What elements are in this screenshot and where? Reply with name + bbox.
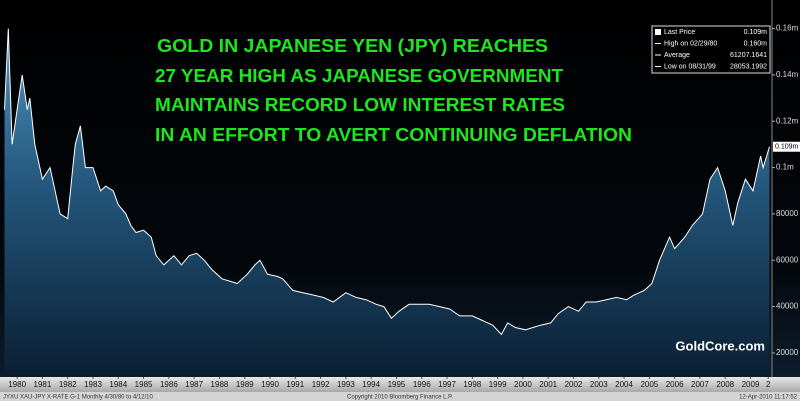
legend-label: High on 02/29/80	[664, 40, 717, 47]
x-tick-label: 1984	[109, 380, 127, 389]
plot	[4, 28, 770, 375]
footer-left: JYXU XAU-JPY X-RATE G-1 Monthly 4/30/80 …	[3, 395, 154, 401]
x-tick-label: 1995	[388, 380, 406, 389]
x-tick-label: 2	[766, 380, 771, 389]
x-tick-label: 1999	[489, 380, 507, 389]
legend-label: Average	[664, 52, 690, 59]
y-tick-label: 0.16m	[776, 24, 799, 33]
x-tick-label: 2003	[590, 380, 608, 389]
x-tick-label: 2006	[666, 380, 684, 389]
legend-value: 0.109m	[744, 29, 768, 36]
y-tick-label: 0.1m	[776, 163, 794, 172]
legend-label: Low on 08/31/99	[664, 63, 716, 70]
y-tick-label: 60000	[776, 255, 799, 264]
x-tick-label: 1996	[413, 380, 431, 389]
x-tick-label: 1993	[337, 380, 355, 389]
x-tick-label: 1991	[286, 380, 304, 389]
x-tick-label: 2009	[742, 380, 760, 389]
x-tick-label: 1983	[84, 380, 102, 389]
title-line: 27 YEAR HIGH AS JAPANESE GOVERNMENT	[155, 66, 563, 86]
x-tick-label: 2004	[615, 380, 633, 389]
legend-value: 0.160m	[744, 40, 768, 47]
watermark: GoldCore.com	[675, 338, 765, 353]
x-tick-label: 1988	[211, 380, 229, 389]
title-line: GOLD IN JAPANESE YEN (JPY) REACHES	[157, 36, 548, 56]
x-tick-label: 1982	[59, 380, 77, 389]
x-tick-label: 2008	[716, 380, 734, 389]
x-tick-label: 1987	[185, 380, 203, 389]
x-tick-label: 1997	[438, 380, 456, 389]
legend-value: 61207.1641	[730, 52, 767, 59]
x-tick-label: 2007	[691, 380, 709, 389]
x-tick-label: 1989	[236, 380, 254, 389]
x-tick-label: 1990	[261, 380, 279, 389]
x-tick-label: 1998	[463, 380, 481, 389]
x-tick-label: 1994	[362, 380, 380, 389]
y-tick-label: 80000	[776, 209, 799, 218]
x-tick-label: 2001	[539, 380, 557, 389]
x-tick-label: 1992	[312, 380, 330, 389]
legend-box	[651, 25, 771, 74]
footer-right: 12-Apr-2010 11:17:52	[739, 395, 798, 401]
x-tick-label: 2002	[565, 380, 583, 389]
x-tick-label: 2000	[514, 380, 532, 389]
legend: Last Price 0.109m High on 02/29/80 0.160m Av…	[655, 29, 768, 70]
legend-key	[655, 29, 661, 35]
last-price-label: 0.109m	[775, 144, 799, 151]
x-tick-label: 1985	[135, 380, 153, 389]
x-tick-label: 1980	[8, 380, 26, 389]
x-axis-bar	[0, 377, 800, 392]
line	[4, 28, 770, 336]
y-tick-label: 40000	[776, 302, 799, 311]
legend-value: 28053.1992	[730, 63, 767, 70]
title-line: MAINTAINS RECORD LOW INTEREST RATES	[155, 95, 565, 115]
legend-label: Last Price	[664, 29, 695, 36]
last-price-box	[773, 141, 800, 152]
footer-center: Copyright 2010 Bloomberg Finance L.P.	[347, 395, 453, 401]
footer-bar	[0, 392, 800, 401]
y-tick-label: 20000	[776, 348, 799, 357]
x-tick-label: 1986	[160, 380, 178, 389]
x-tick-label: 2005	[640, 380, 658, 389]
x-tick-label: 1981	[34, 380, 52, 389]
y-tick-label: 0.14m	[776, 70, 799, 79]
title-line: IN AN EFFORT TO AVERT CONTINUING DEFLATI…	[155, 125, 632, 145]
y-tick-label: 0.12m	[776, 116, 799, 125]
area	[4, 28, 770, 375]
